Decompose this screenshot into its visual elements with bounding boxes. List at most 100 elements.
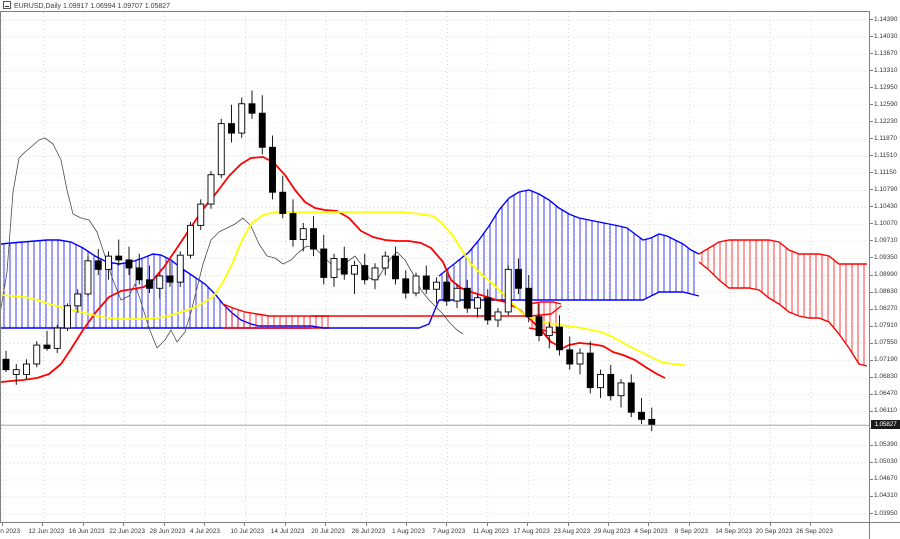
price-tick-mark — [870, 308, 873, 310]
time-tick-mark — [527, 523, 529, 526]
price-tick-label: 1.12590 — [874, 100, 898, 108]
time-tick-label: 1 Aug 2023 — [392, 528, 425, 535]
price-tick-mark — [870, 376, 873, 378]
price-tick-mark — [870, 513, 873, 514]
price-tick-label: 1.14390 — [874, 15, 898, 23]
price-axis[interactable]: 1.05827 1.14390 1.14030 1.13670 1.13310 1.12… — [869, 11, 900, 522]
time-tick-mark — [123, 523, 125, 526]
chart-plot-area[interactable] — [0, 11, 869, 522]
time-tick-mark — [42, 523, 44, 526]
time-tick-mark — [365, 523, 367, 526]
time-tick-mark — [810, 523, 811, 526]
time-tick-label: 16 Jun 2023 — [68, 528, 105, 535]
price-tick-mark — [870, 342, 873, 344]
time-tick-label: 10 Jul 2023 — [230, 528, 265, 535]
cloud-bearish-right — [698, 239, 868, 367]
time-tick-mark — [446, 523, 448, 526]
time-tick-label: 4 Sep 2023 — [634, 528, 668, 535]
time-tick-label: 12 Jun 2023 — [28, 528, 65, 535]
price-tick-mark — [870, 87, 873, 89]
price-tick-mark — [870, 53, 873, 55]
time-tick-mark — [163, 523, 165, 526]
minimize-icon[interactable] — [3, 1, 11, 9]
senkou-span-b-path — [1, 211, 686, 366]
price-tick-mark — [870, 325, 873, 327]
price-tick-mark — [870, 121, 873, 123]
price-tick-label: 1.13670 — [874, 49, 898, 57]
price-tick-label: 1.08990 — [874, 271, 898, 279]
ichimoku-cloud — [1, 189, 868, 367]
price-tick-label: 1.14030 — [874, 32, 898, 40]
price-tick-mark — [870, 70, 873, 72]
time-tick-label: 26 Jul 2023 — [351, 528, 386, 535]
price-tick-mark — [870, 155, 873, 157]
time-tick-mark — [608, 523, 609, 526]
time-tick-mark — [769, 523, 771, 526]
candlestick-series — [2, 90, 656, 432]
price-tick-mark — [870, 189, 873, 191]
price-tick-mark — [870, 172, 873, 174]
time-tick-label: 29 Aug 2023 — [594, 528, 631, 535]
chart-title-text: EURUSD,Daily 1.09917 1.06994 1.09707 1.0… — [14, 3, 171, 10]
price-tick-mark — [870, 240, 873, 242]
time-tick-label: 20 Sep 2023 — [755, 528, 793, 535]
price-tick-mark — [870, 359, 873, 361]
price-tick-mark — [870, 495, 873, 497]
price-tick-label: 1.12230 — [874, 117, 898, 125]
price-tick-mark — [870, 36, 873, 38]
price-tick-label: 1.09350 — [874, 253, 898, 261]
time-tick-mark — [729, 523, 731, 526]
price-tick-mark — [870, 274, 873, 276]
time-tick-label: 6 Jun 2023 — [0, 528, 21, 535]
time-tick-mark — [2, 523, 3, 526]
time-tick-mark — [204, 523, 205, 526]
time-tick-label: 20 Jul 2023 — [311, 528, 345, 535]
time-tick-mark — [284, 523, 286, 526]
price-tick-label: 1.06830 — [874, 373, 898, 381]
time-tick-mark — [406, 523, 407, 526]
price-tick-mark — [870, 104, 873, 106]
senkou-span-b-line — [1, 211, 686, 366]
price-tick-label: 1.11150 — [874, 168, 897, 176]
senkou-span-a-path — [310, 299, 440, 329]
time-tick-label: 17 Aug 2023 — [513, 528, 550, 535]
price-tick-label: 1.04310 — [874, 492, 898, 500]
price-tick-mark — [870, 138, 873, 140]
price-tick-mark — [870, 478, 873, 480]
time-tick-label: 4 Jul 2023 — [190, 528, 220, 535]
grid-lines — [1, 12, 869, 522]
time-tick-label: 7 Aug 2023 — [432, 528, 466, 535]
price-tick-mark — [870, 223, 873, 225]
time-tick-label: 14 Sep 2023 — [715, 528, 753, 535]
time-tick-label: 11 Aug 2023 — [472, 528, 509, 535]
price-tick-label: 1.03950 — [874, 509, 898, 517]
time-tick-label: 23 Aug 2023 — [553, 528, 591, 535]
time-tick-mark — [567, 523, 569, 526]
price-tick-label: 1.04670 — [874, 475, 898, 483]
price-tick-label: 1.09710 — [874, 236, 898, 244]
cloud-bullish-right — [438, 189, 700, 301]
price-tick-label: 1.13310 — [874, 66, 898, 74]
kijun-tenkan-line — [1, 156, 666, 383]
price-tick-label: 1.10790 — [874, 185, 898, 193]
price-tick-label: 1.08630 — [874, 288, 898, 296]
price-tick-label: 1.10430 — [874, 202, 898, 210]
time-tick-mark — [688, 523, 690, 526]
price-tick-label: 1.10070 — [874, 219, 898, 227]
price-tick-label: 1.07190 — [874, 356, 898, 364]
time-tick-mark — [244, 523, 246, 526]
time-tick-label: 28 Jun 2023 — [149, 528, 186, 535]
price-tick-mark — [870, 444, 873, 446]
chart-canvas — [1, 12, 869, 522]
price-tick-label: 1.05390 — [874, 441, 898, 449]
time-tick-label: 8 Sep 2023 — [674, 528, 709, 535]
time-tick-label: 26 Sep 2023 — [796, 528, 833, 535]
price-tick-mark — [870, 257, 873, 259]
price-tick-mark — [870, 19, 873, 20]
time-tick-mark — [648, 523, 650, 526]
axis-corner — [869, 522, 900, 539]
time-tick-label: 14 Jul 2023 — [270, 528, 305, 535]
time-tick-mark — [486, 523, 488, 526]
